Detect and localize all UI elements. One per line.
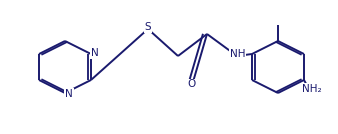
Text: S: S — [145, 22, 151, 32]
Text: O: O — [187, 79, 195, 89]
Text: N: N — [91, 48, 99, 58]
Text: N: N — [65, 89, 73, 99]
Text: NH₂: NH₂ — [302, 84, 321, 94]
Text: NH: NH — [230, 49, 245, 59]
